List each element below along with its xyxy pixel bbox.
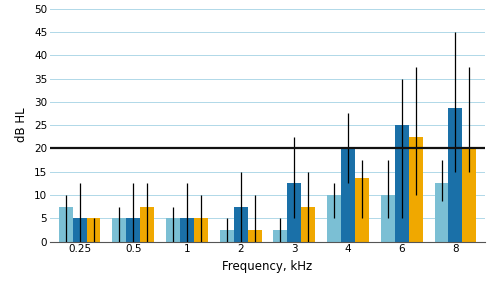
Bar: [166, 218, 180, 242]
Bar: [86, 218, 101, 242]
Bar: [274, 230, 287, 242]
Bar: [434, 183, 448, 242]
Bar: [126, 218, 140, 242]
Y-axis label: dB HL: dB HL: [16, 108, 28, 142]
Bar: [234, 207, 247, 242]
Bar: [462, 148, 476, 242]
Bar: [448, 108, 462, 242]
Bar: [288, 183, 302, 242]
Bar: [355, 178, 369, 242]
Bar: [327, 195, 341, 242]
Bar: [72, 218, 86, 242]
Bar: [112, 218, 126, 242]
Bar: [341, 148, 355, 242]
Bar: [302, 207, 316, 242]
Bar: [58, 207, 72, 242]
Bar: [381, 195, 395, 242]
Bar: [395, 125, 408, 242]
Bar: [408, 137, 422, 242]
Bar: [194, 218, 208, 242]
Bar: [220, 230, 234, 242]
X-axis label: Frequency, kHz: Frequency, kHz: [222, 260, 312, 273]
Bar: [140, 207, 154, 242]
Bar: [180, 218, 194, 242]
Bar: [248, 230, 262, 242]
